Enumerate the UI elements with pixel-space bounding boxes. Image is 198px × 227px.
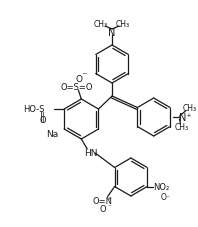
Text: CH₃: CH₃ [94,20,108,28]
Text: O: O [99,204,106,213]
Text: NO₂: NO₂ [153,182,169,191]
Text: HO-S: HO-S [23,105,44,114]
Text: Na: Na [46,130,58,139]
Text: O⁻: O⁻ [160,192,170,201]
Text: O=S=O: O=S=O [60,83,93,92]
Text: ⁻: ⁻ [108,204,111,210]
Text: ‖: ‖ [39,111,44,122]
Text: CH₃: CH₃ [182,104,196,113]
Text: O: O [39,116,46,125]
Text: ⁻: ⁻ [82,71,87,81]
Text: HN: HN [85,149,98,158]
Text: O: O [76,75,83,84]
Text: N⁺: N⁺ [179,113,191,122]
Text: CH₃: CH₃ [174,123,188,132]
Text: N: N [108,28,116,38]
Text: ⁺: ⁺ [108,198,111,204]
Text: CH₃: CH₃ [116,20,130,28]
Text: O=N: O=N [93,196,113,205]
